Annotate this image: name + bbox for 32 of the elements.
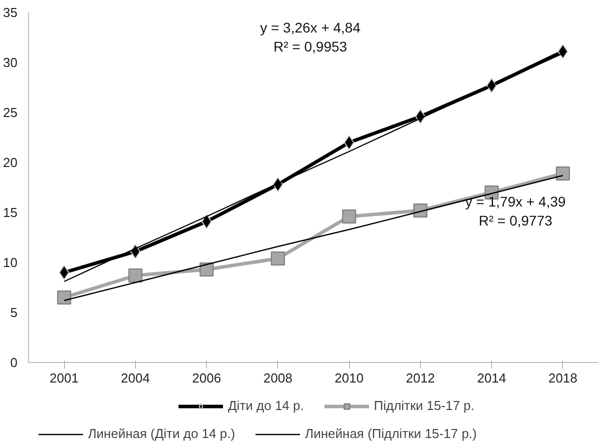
x-tick-label: 2001 — [50, 370, 79, 386]
point — [556, 166, 570, 180]
y-tick-label: 15 — [3, 205, 18, 220]
y-tick-label: 25 — [3, 105, 18, 120]
legend-label: Підлітки 15-17 р. — [374, 398, 474, 413]
legend-label: Діти до 14 р. — [228, 398, 304, 413]
point — [58, 265, 70, 280]
y-tick-label: 10 — [3, 255, 18, 270]
y-tick-label: 20 — [3, 155, 18, 170]
x-tick-label: 2012 — [406, 370, 435, 386]
point — [128, 268, 142, 282]
point — [270, 252, 285, 266]
point — [342, 210, 356, 224]
x-tick-label: 2010 — [334, 370, 364, 386]
y-tick-label: 30 — [3, 55, 18, 70]
y-tick-label: 0 — [10, 355, 18, 370]
y-tick-label: 35 — [3, 5, 18, 20]
x-tick-label: 2018 — [548, 370, 578, 386]
legend-label: Линейная (Підлітки 15-17 р.) — [305, 426, 477, 441]
x-tick-label: 2006 — [192, 370, 222, 386]
point — [200, 262, 214, 276]
x-tick-label: 2014 — [477, 370, 506, 386]
point — [558, 44, 568, 59]
annotation: y = 3,26x + 4,84 R² = 0,9953 — [260, 19, 361, 54]
point — [344, 135, 354, 150]
y-tick-label: 5 — [10, 305, 18, 320]
legend-label: Линейная (Діти до 14 р.) — [88, 426, 236, 441]
point — [413, 204, 428, 218]
x-tick-label: 2008 — [263, 370, 292, 386]
point — [201, 214, 212, 229]
x-tick-label: 2004 — [120, 370, 150, 386]
point — [57, 290, 72, 304]
